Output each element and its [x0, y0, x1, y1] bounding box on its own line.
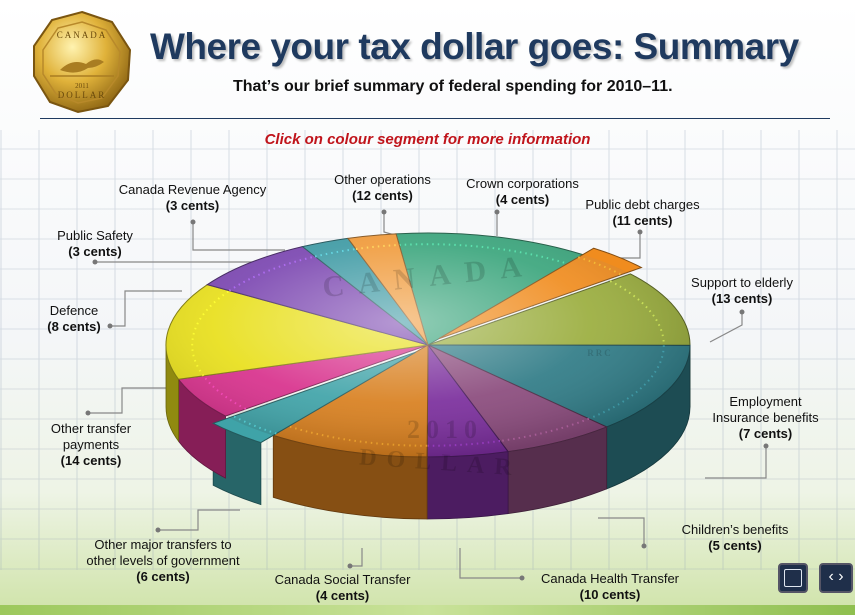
- page-title: Where your tax dollar goes: Summary: [150, 26, 799, 67]
- label-value: (13 cents): [711, 291, 773, 306]
- label-text: Other operations: [334, 172, 431, 187]
- label-public-debt-charges[interactable]: Public debt charges (11 cents): [575, 197, 710, 229]
- page-subtitle: That’s our brief summary of federal spen…: [233, 78, 673, 95]
- leader-dot: [107, 323, 113, 329]
- leader-dot: [85, 410, 91, 416]
- fullscreen-button[interactable]: [778, 563, 808, 593]
- label-other-major-transfers[interactable]: Other major transfers to other levels of…: [68, 537, 258, 585]
- leader-dot: [637, 229, 643, 235]
- label-value: (14 cents): [60, 453, 122, 468]
- leader-dot: [381, 209, 387, 215]
- label-text: Canada Revenue Agency: [118, 182, 267, 197]
- label-value: (4 cents): [495, 192, 550, 207]
- label-text: Other transfer: [50, 421, 132, 436]
- label-text: Employment: [729, 394, 802, 409]
- label-childrens-benefits[interactable]: Children’s benefits (5 cents): [665, 522, 805, 554]
- leader-line-employment-insurance-benefits: [705, 446, 767, 479]
- coin-logo-text-top: CANADA: [57, 30, 108, 40]
- leader-line-canada-revenue-agency: [192, 222, 285, 251]
- leader-dot: [739, 309, 745, 315]
- label-text-line2: Insurance benefits: [712, 410, 819, 425]
- label-value: (3 cents): [165, 198, 220, 213]
- header-divider: [40, 118, 830, 119]
- leader-line-children-s-benefits: [598, 517, 645, 546]
- label-other-operations[interactable]: Other operations (12 cents): [315, 172, 450, 204]
- leader-dot: [347, 563, 353, 569]
- label-value: (4 cents): [315, 588, 370, 603]
- label-support-to-elderly[interactable]: Support to elderly (13 cents): [677, 275, 807, 307]
- leader-line-canada-social-transfer: [350, 548, 363, 567]
- label-crown-corporations[interactable]: Crown corporations (4 cents): [455, 176, 590, 208]
- label-canada-revenue-agency[interactable]: Canada Revenue Agency (3 cents): [105, 182, 280, 214]
- loonie-coin-logo: CANADA DOLLAR 2011: [33, 10, 132, 114]
- coin-logo-year: 2011: [75, 82, 89, 90]
- label-value: (8 cents): [47, 319, 101, 334]
- label-defence[interactable]: Defence (8 cents): [38, 303, 110, 335]
- label-employment-insurance-benefits[interactable]: Employment Insurance benefits (7 cents): [698, 394, 833, 442]
- label-value: (11 cents): [612, 213, 673, 228]
- leader-line-support-to-elderly: [709, 312, 743, 343]
- label-public-safety[interactable]: Public Safety (3 cents): [45, 228, 145, 260]
- leader-dot: [494, 209, 500, 215]
- label-value: (10 cents): [579, 587, 641, 602]
- label-text: Canada Social Transfer: [274, 572, 411, 587]
- label-text: Support to elderly: [691, 275, 793, 290]
- leader-line-other-operations: [383, 212, 399, 237]
- background-bottom-band: [0, 605, 855, 615]
- label-value: (7 cents): [738, 426, 793, 441]
- label-value: (6 cents): [136, 569, 190, 584]
- expand-icon: [784, 569, 802, 587]
- label-value: (3 cents): [68, 244, 122, 259]
- leader-dot: [92, 259, 98, 265]
- label-text: Children’s benefits: [681, 522, 789, 537]
- label-text: Canada Health Transfer: [540, 571, 680, 586]
- label-value: (12 cents): [352, 188, 413, 203]
- leader-dot: [519, 575, 525, 581]
- leader-line-other-transfer-payments: [88, 387, 170, 414]
- label-canada-health-transfer[interactable]: Canada Health Transfer (10 cents): [525, 571, 695, 603]
- leader-dot: [763, 443, 769, 449]
- leader-dot: [155, 527, 161, 533]
- label-other-transfer-payments[interactable]: Other transfer payments (14 cents): [36, 421, 146, 469]
- label-text: Other major transfers to: [94, 537, 232, 552]
- leader-line-defence: [110, 290, 182, 327]
- label-text-line2: payments: [62, 437, 120, 452]
- prev-next-button[interactable]: ‹ ›: [819, 563, 853, 593]
- label-text: Defence: [49, 303, 99, 318]
- label-canada-social-transfer[interactable]: Canada Social Transfer (4 cents): [260, 572, 425, 604]
- label-text: Crown corporations: [466, 176, 579, 191]
- prev-next-icon: ‹ ›: [828, 568, 844, 585]
- engraving-year: 2010: [407, 415, 483, 444]
- leader-dot: [641, 543, 647, 549]
- label-value: (5 cents): [708, 538, 762, 553]
- leader-dot: [190, 219, 196, 225]
- label-text: Public Safety: [57, 228, 133, 243]
- instruction-text: Click on colour segment for more informa…: [264, 131, 591, 148]
- label-text: Public debt charges: [585, 197, 700, 212]
- label-text-line2: other levels of government: [86, 553, 240, 568]
- leader-line-other-major-transfers: [158, 509, 240, 531]
- coin-logo-text-bottom: DOLLAR: [58, 90, 107, 100]
- engraving-rrc: RRC: [587, 348, 613, 358]
- leader-line-canada-health-transfer: [459, 548, 522, 579]
